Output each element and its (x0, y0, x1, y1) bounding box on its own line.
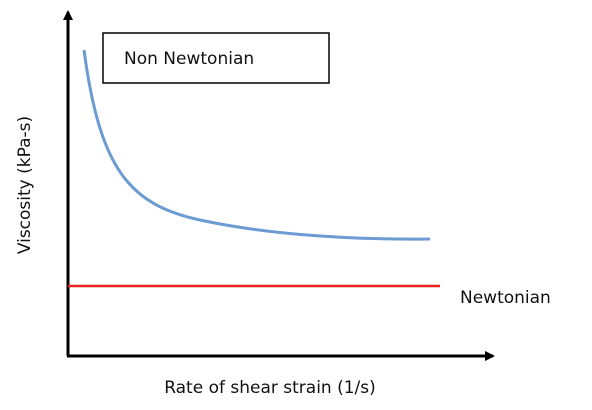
non-newtonian-curve (82, 49, 431, 241)
curve-label: Newtonian (460, 288, 551, 308)
y-axis-label: Viscosity (kPa-s) (15, 116, 35, 254)
label-box (102, 32, 330, 84)
x-axis-label: Rate of shear strain (1/s) (164, 378, 376, 398)
curve-label: Non Newtonian (124, 49, 254, 69)
